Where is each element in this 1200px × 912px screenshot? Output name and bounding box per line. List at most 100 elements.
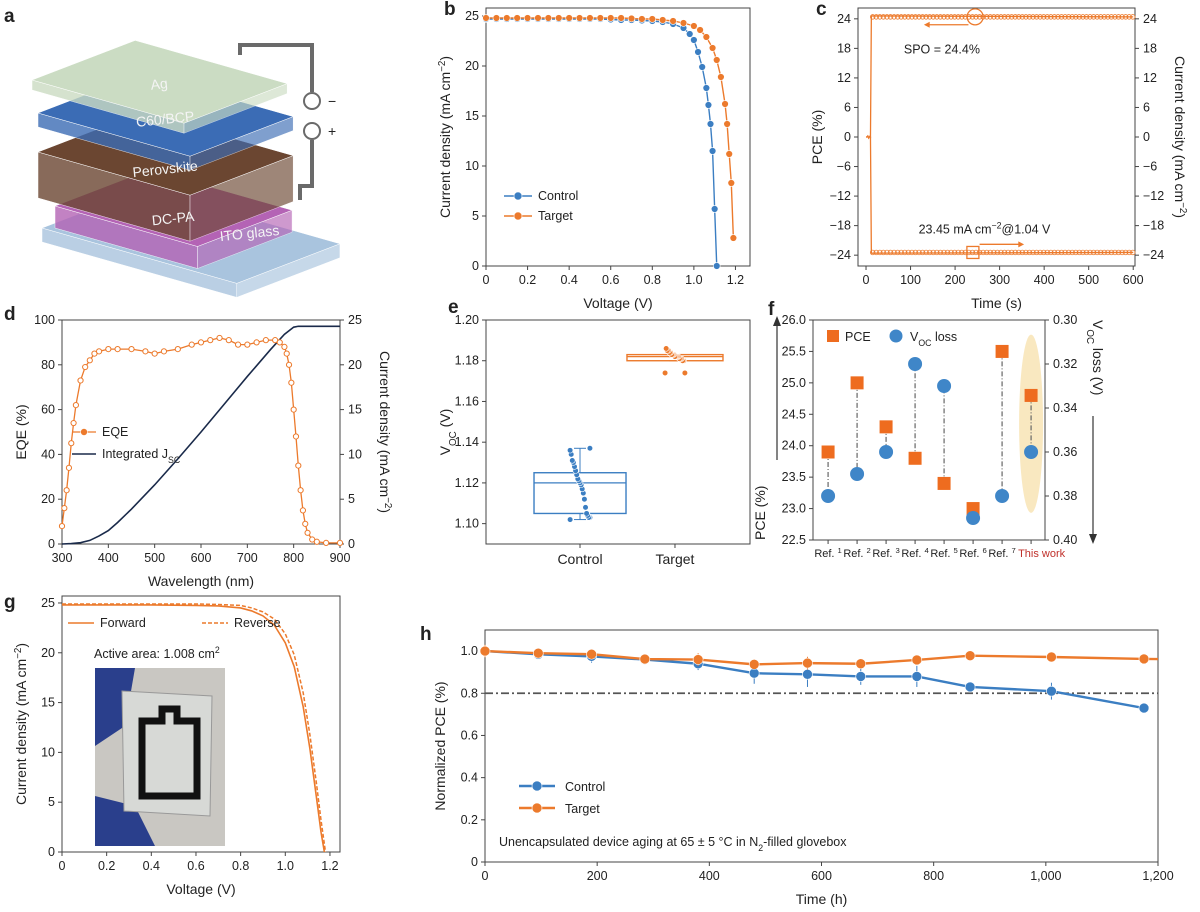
y2-tick-label: 25 — [348, 313, 362, 327]
x-category-label: Control — [557, 551, 602, 567]
data-point — [1048, 249, 1054, 256]
data-point — [297, 487, 304, 494]
series-line-pce — [866, 15, 1134, 140]
data-point — [225, 337, 232, 344]
x-axis-label: Time (s) — [971, 295, 1022, 311]
legend-marker — [80, 428, 88, 436]
data-point — [926, 14, 933, 20]
data-point — [729, 234, 738, 242]
y-tick-label: 25.0 — [782, 376, 806, 390]
data-point — [686, 30, 694, 38]
y-tick-label: 1.10 — [455, 517, 479, 531]
data-point — [916, 249, 922, 256]
data-point — [1122, 14, 1129, 20]
data-point — [1026, 14, 1033, 20]
y-tick-label: −24 — [830, 248, 851, 262]
data-point — [1055, 14, 1061, 20]
data-point — [987, 14, 993, 20]
data-point — [658, 16, 667, 24]
data-point — [61, 505, 68, 512]
panel-b: 0 0.2 0.4 0.6 0.8 1.0 1.2 0 5 10 15 20 25 Voltage (V)… — [437, 0, 751, 311]
x-axis-label: Time (h) — [796, 891, 848, 907]
data-point — [926, 249, 933, 256]
x-tick-label: 1.2 — [321, 859, 338, 873]
x-tick-label: 1,000 — [1030, 869, 1061, 883]
x-tick-label: 0 — [483, 273, 490, 287]
data-point — [1033, 249, 1040, 256]
y2-tick-label: 0.30 — [1053, 313, 1077, 327]
x-tick-label: 0.2 — [98, 859, 115, 873]
data-point — [492, 14, 501, 22]
data-point — [930, 249, 936, 256]
x-tick-label: 0.6 — [602, 273, 619, 287]
data-point — [937, 249, 944, 256]
legend-label: Target — [565, 802, 600, 816]
data-point — [1019, 249, 1026, 256]
data-point — [1046, 651, 1057, 663]
x-category-label: This work — [1018, 548, 1066, 560]
pce-marker — [879, 420, 893, 434]
y-tick-label: 0.6 — [461, 728, 478, 742]
y-tick-label: 20 — [41, 492, 55, 506]
this-work-highlight — [1019, 334, 1044, 513]
series-line-control — [486, 18, 718, 267]
glove-bottom — [95, 796, 155, 846]
data-point — [869, 14, 876, 20]
x-tick-label: 500 — [144, 551, 165, 565]
data-point — [586, 445, 594, 452]
data-point — [1008, 14, 1015, 20]
x-tick-label: 600 — [191, 551, 212, 565]
data-point — [1051, 14, 1058, 20]
y-tick-label: 40 — [41, 447, 55, 461]
y2-tick-label: −12 — [1143, 189, 1164, 203]
data-point — [285, 361, 293, 368]
y2-axis-label: Current density (mA cm−2) — [377, 351, 394, 513]
data-point — [114, 346, 121, 353]
data-point — [976, 249, 983, 256]
data-point — [1101, 14, 1107, 20]
data-point — [1041, 249, 1047, 256]
data-point — [690, 36, 698, 44]
layer-label: ITO glass — [219, 222, 280, 244]
data-point — [980, 249, 986, 256]
data-point — [951, 14, 958, 20]
data-point — [207, 337, 214, 344]
terminal-minus — [303, 92, 321, 110]
data-point — [567, 447, 574, 454]
data-point — [276, 339, 283, 346]
data-point — [299, 507, 307, 514]
data-point — [696, 26, 704, 34]
y-axis-label: PCE (%) — [809, 110, 825, 164]
voc-loss-marker — [850, 467, 865, 481]
spo-annotation: SPO = 24.4% — [904, 42, 980, 56]
current-square-marker — [966, 245, 980, 260]
legend-marker — [889, 329, 903, 343]
data-point — [1033, 14, 1040, 20]
y2-tick-label: 18 — [1143, 41, 1157, 55]
data-point — [1098, 249, 1104, 256]
y-tick-label: 6 — [844, 100, 851, 114]
data-point — [244, 341, 251, 348]
voc-loss-marker — [937, 379, 952, 393]
y-axis-label: Normalized PCE (%) — [432, 681, 448, 810]
data-point — [638, 15, 646, 23]
data-point — [1076, 14, 1083, 20]
y-tick-label: 1.14 — [455, 435, 479, 449]
panel-d: 300 400 500 600 700 800 9000204060801000510152… — [4, 304, 394, 589]
data-point — [1087, 249, 1093, 256]
x-tick-label: 0 — [482, 869, 489, 883]
layer-label: Perovskite — [132, 157, 199, 180]
data-point — [586, 14, 594, 22]
data-point — [1037, 249, 1043, 256]
data-point — [877, 14, 883, 20]
data-point — [581, 496, 588, 503]
data-point — [991, 14, 997, 20]
data-point — [58, 522, 66, 530]
voc-loss-marker — [908, 357, 923, 371]
data-point — [702, 33, 711, 41]
data-point — [1023, 14, 1029, 20]
data-point — [569, 457, 576, 464]
data-point — [880, 249, 887, 256]
data-point — [532, 647, 544, 659]
x-tick-label: 1.0 — [277, 859, 294, 873]
